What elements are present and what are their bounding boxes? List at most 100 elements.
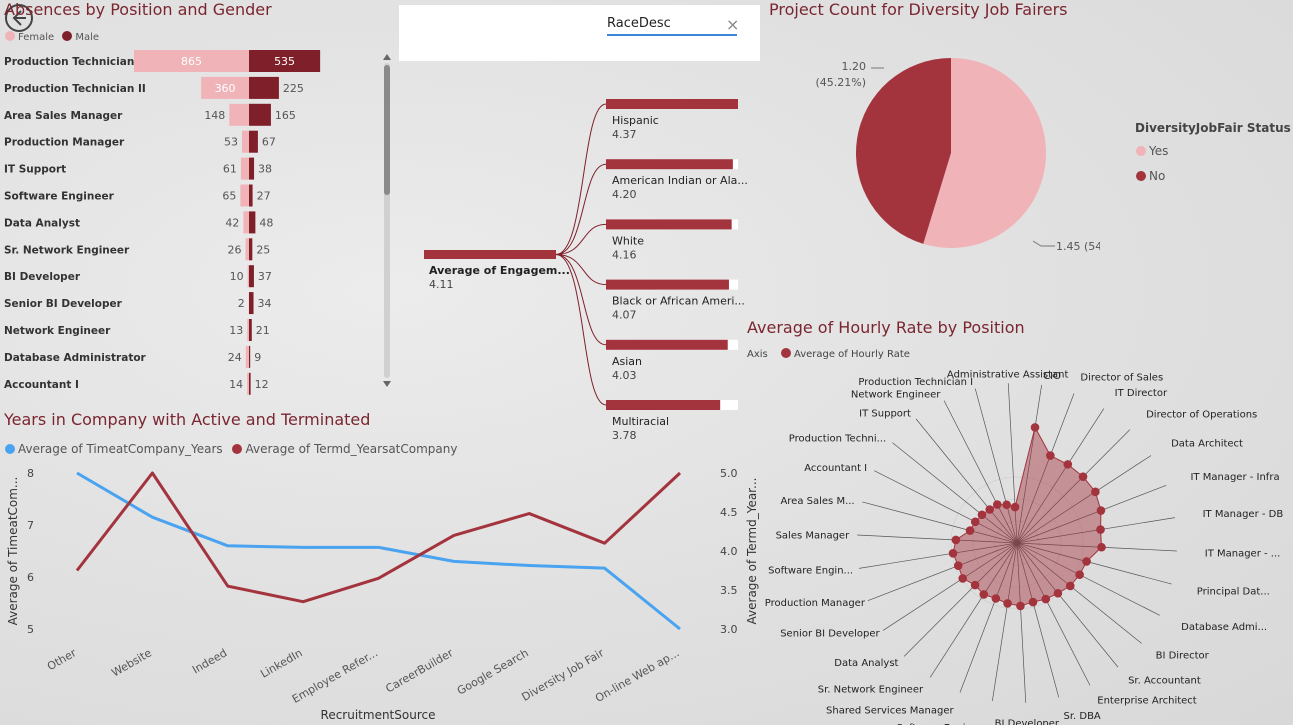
radar-legend-dot: [780, 348, 791, 358]
radar-axis-label: Software Engin...: [768, 565, 853, 576]
bar-female: [247, 319, 249, 341]
radar-axis-label: Database Admi...: [1181, 622, 1267, 633]
x-tick-label: Google Search: [455, 646, 531, 697]
radar-point: [985, 505, 995, 514]
radar-spoke: [943, 400, 1018, 544]
scroll-up-icon: [383, 54, 391, 60]
radar-point: [953, 561, 963, 571]
radar-point: [1002, 500, 1011, 510]
radar-spoke: [1016, 455, 1152, 544]
node-value: 4.37: [612, 128, 637, 141]
tree-connector: [555, 254, 607, 346]
radar-point: [1053, 588, 1063, 598]
x-tick-label: Indeed: [190, 646, 229, 676]
radar-axis-label: BI Director: [1156, 651, 1210, 662]
pie-legend-yes-label: Yes: [1149, 144, 1169, 158]
radar-spoke: [1007, 383, 1018, 544]
radar-spoke: [1016, 542, 1160, 616]
y-right-tick: 4.0: [720, 545, 738, 558]
radar-axis-label: Production Techni...: [789, 434, 886, 445]
x-tick-label: LinkedIn: [258, 646, 304, 680]
radar-spoke: [1016, 484, 1167, 544]
bar-male: [249, 76, 279, 99]
bar-female: [229, 103, 249, 126]
bar-category-label: Database Administrator: [4, 352, 147, 364]
radar-area: [952, 426, 1103, 607]
radar-spoke: [1016, 542, 1119, 668]
bar-male: [249, 238, 253, 261]
pie-legend-no[interactable]: No: [1136, 169, 1165, 183]
radar-axis-label: Senior BI Developer: [780, 629, 880, 640]
radar-axis-label: Principal Dat...: [1197, 587, 1270, 598]
scroll-down-icon: [383, 381, 391, 387]
bar-male: [249, 292, 254, 315]
radar-title: Average of Hourly Rate by Position: [747, 318, 1025, 337]
y-right-tick: 5.0: [720, 467, 738, 480]
radar-axis-label: Area Sales M...: [780, 496, 854, 507]
radar-axis-label: Shared Services Manager: [826, 705, 954, 716]
radar-spoke: [1016, 408, 1105, 544]
x-tick-label: On-line Web ap...: [593, 646, 681, 705]
bar-female: [247, 372, 249, 395]
bar-male: [249, 50, 321, 72]
radar-axis-label: CIO: [1043, 371, 1061, 382]
y-right-tick: 3.5: [720, 584, 738, 597]
y-left-tick: 7: [27, 519, 34, 532]
back-button[interactable]: [4, 3, 34, 33]
bar-female: [247, 265, 249, 288]
radar-spoke: [1016, 542, 1142, 644]
bar-male: [249, 372, 251, 395]
radar-legend-series: Average of Hourly Rate: [793, 349, 910, 360]
bar-category-label: Production Technician I: [4, 56, 142, 68]
radar-gridline: [950, 476, 1084, 610]
tree-connector: [555, 163, 607, 255]
bar-male-value: 21: [256, 324, 270, 337]
radar-axis-label: Production Technician I: [858, 377, 973, 388]
bar-male-value: 225: [283, 82, 304, 95]
pie-legend-yes[interactable]: Yes: [1136, 144, 1168, 158]
radar-spoke: [1016, 542, 1091, 686]
clear-icon[interactable]: ×: [726, 15, 740, 34]
race-slicer[interactable]: RaceDesc ×: [399, 5, 760, 61]
bar-male: [249, 265, 254, 288]
bar-male: [249, 345, 251, 368]
radar-point: [965, 526, 975, 535]
absences-title: Absences by Position and Gender: [4, 0, 272, 19]
y-right-tick: 4.5: [720, 506, 738, 519]
bar-male-value: 38: [258, 163, 272, 176]
radar-spoke: [1016, 542, 1177, 552]
bar-male: [249, 157, 255, 180]
radar-spoke: [1016, 542, 1060, 698]
bar-category-label: Network Engineer: [4, 325, 111, 337]
radar-chart: CIO Director of Sales IT Director Director …: [765, 369, 1284, 725]
tree-connector: [555, 254, 607, 286]
radar-point: [1030, 423, 1040, 432]
radar-axis-label: Network Engineer: [851, 389, 941, 400]
bar-male-value: 9: [254, 351, 261, 364]
bar-female: [241, 130, 249, 153]
node-bar: [606, 219, 732, 230]
radar-spoke: [858, 542, 1018, 569]
bar-male-value: 535: [274, 55, 295, 68]
node-value: 4.07: [612, 309, 637, 322]
radar-point: [1097, 542, 1106, 552]
node-bar: [606, 159, 733, 170]
line-series-timeatcompany: [76, 471, 681, 631]
bar-category-label: Sr. Network Engineer: [4, 244, 130, 256]
radar-point: [1028, 597, 1038, 607]
y-left-tick: 8: [27, 467, 34, 480]
pie-slice-no: [855, 58, 951, 244]
radar-gridline: [994, 520, 1040, 566]
radar-spoke: [1016, 517, 1176, 544]
bar-male-value: 48: [259, 216, 273, 229]
radar-spoke: [1016, 429, 1131, 544]
radar-spoke: [1016, 542, 1172, 585]
pie-title: Project Count for Diversity Job Fairers: [769, 0, 1068, 19]
bar-female-value: 10: [230, 270, 244, 283]
y-right-tick: 3.0: [720, 623, 738, 636]
x-tick-label: Other: [45, 646, 79, 673]
bar-male: [249, 319, 252, 341]
slicer-field-label[interactable]: RaceDesc: [607, 16, 737, 36]
node-value: 4.16: [612, 248, 637, 261]
